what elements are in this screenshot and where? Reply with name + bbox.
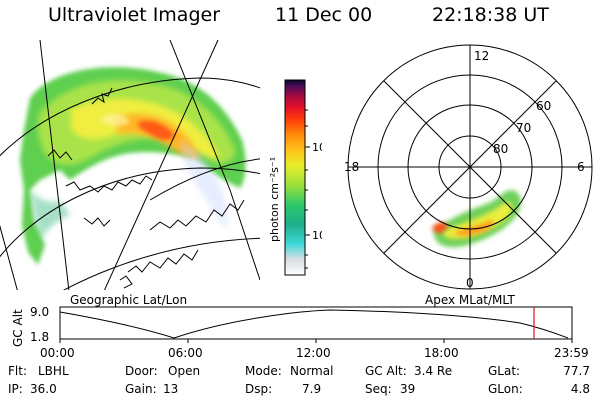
colorbar-units-label: photon cm⁻²s⁻¹ (268, 157, 281, 242)
mlt-label-6: 6 (577, 160, 585, 174)
timeline-xtick-1800: 18:00 (424, 346, 459, 360)
lat-label-70: 70 (516, 121, 531, 135)
emission-pale-patch (100, 113, 130, 127)
gc-alt-key: GC Alt: (365, 364, 407, 378)
seq-value: 39 (400, 382, 416, 396)
instrument-title: Ultraviolet Imager (48, 4, 221, 26)
emission-peak (138, 120, 175, 140)
mlt-label-0: 0 (466, 276, 474, 290)
glon-key: GLon: (488, 382, 523, 396)
status-footer: Flt: LBHL Door: Open Mode: Normal GC Alt… (0, 362, 600, 400)
observation-time: 22:18:38 UT (432, 4, 549, 26)
auroral-emission-geo (20, 67, 246, 265)
lat-lon-grid (0, 40, 260, 290)
timeline-axis-title: GC Alt (11, 309, 25, 347)
dsp-key: Dsp: (245, 382, 273, 396)
altitude-timeline: GC Alt 9.0 1.8 00:00 06:00 12:00 18:00 2… (11, 305, 589, 360)
geographic-map (0, 40, 260, 290)
polar-panel-caption: Apex MLat/MLT (425, 293, 515, 307)
glat-value: 77.7 (563, 364, 590, 378)
gain-key: Gain: (125, 382, 157, 396)
lat-label-80: 80 (493, 142, 508, 156)
coastlines (47, 87, 245, 289)
timeline-ytick-high: 9.0 (30, 305, 49, 319)
timeline-xtick-2359: 23:59 (554, 346, 589, 360)
glon-value: 4.8 (570, 382, 590, 396)
glat-key: GLat: (488, 364, 521, 378)
dsp-value: 7.9 (302, 382, 322, 396)
colorbar-swatch (284, 79, 306, 276)
door-key: Door: (125, 364, 158, 378)
title-bar: Ultraviolet Imager 11 Dec 00 22:18:38 UT (0, 4, 600, 32)
seq-key: Seq: (365, 382, 392, 396)
colorbar-tick-100: 100 (312, 141, 322, 154)
timeline-tick-marks (59, 339, 573, 343)
auroral-emission-polar (432, 190, 521, 248)
polar-emission-peak (432, 222, 448, 234)
geo-panel-caption: Geographic Lat/Lon (70, 293, 188, 307)
timeline-xtick-1200: 12:00 (296, 346, 331, 360)
mlt-label-18: 18 (344, 160, 359, 174)
gain-value: 13 (163, 382, 179, 396)
flt-value: LBHL (38, 364, 69, 378)
colorbar-tick-marks (305, 109, 310, 269)
door-value: Open (168, 364, 201, 378)
polar-emission-yellow (443, 202, 513, 239)
timeline-xtick-0600: 06:00 (168, 346, 203, 360)
observation-date: 11 Dec 00 (275, 4, 373, 26)
flt-key: Flt: (8, 364, 27, 378)
polar-plot: 12 18 6 0 60 70 80 (344, 44, 593, 290)
gc-alt-value: 3.4 Re (414, 364, 453, 378)
altitude-curve (59, 309, 569, 339)
mlt-label-12: 12 (474, 49, 489, 63)
emission-faint-tail (180, 140, 227, 230)
polar-grid (347, 44, 593, 290)
colorbar-tick-10: 10 (312, 229, 322, 242)
ip-value: 36.0 (30, 382, 57, 396)
polar-emission-core (454, 220, 494, 236)
emission-teal-edge (30, 190, 70, 240)
lat-label-60: 60 (536, 99, 551, 113)
timeline-ytick-low: 1.8 (30, 330, 49, 344)
mode-value: Normal (290, 364, 334, 378)
ip-key: IP: (8, 382, 23, 396)
colorbar: 100 10 photon cm⁻²s⁻¹ (268, 79, 322, 276)
mode-key: Mode: (245, 364, 282, 378)
timeline-frame (59, 306, 573, 340)
timeline-xtick-0000: 00:00 (40, 346, 75, 360)
